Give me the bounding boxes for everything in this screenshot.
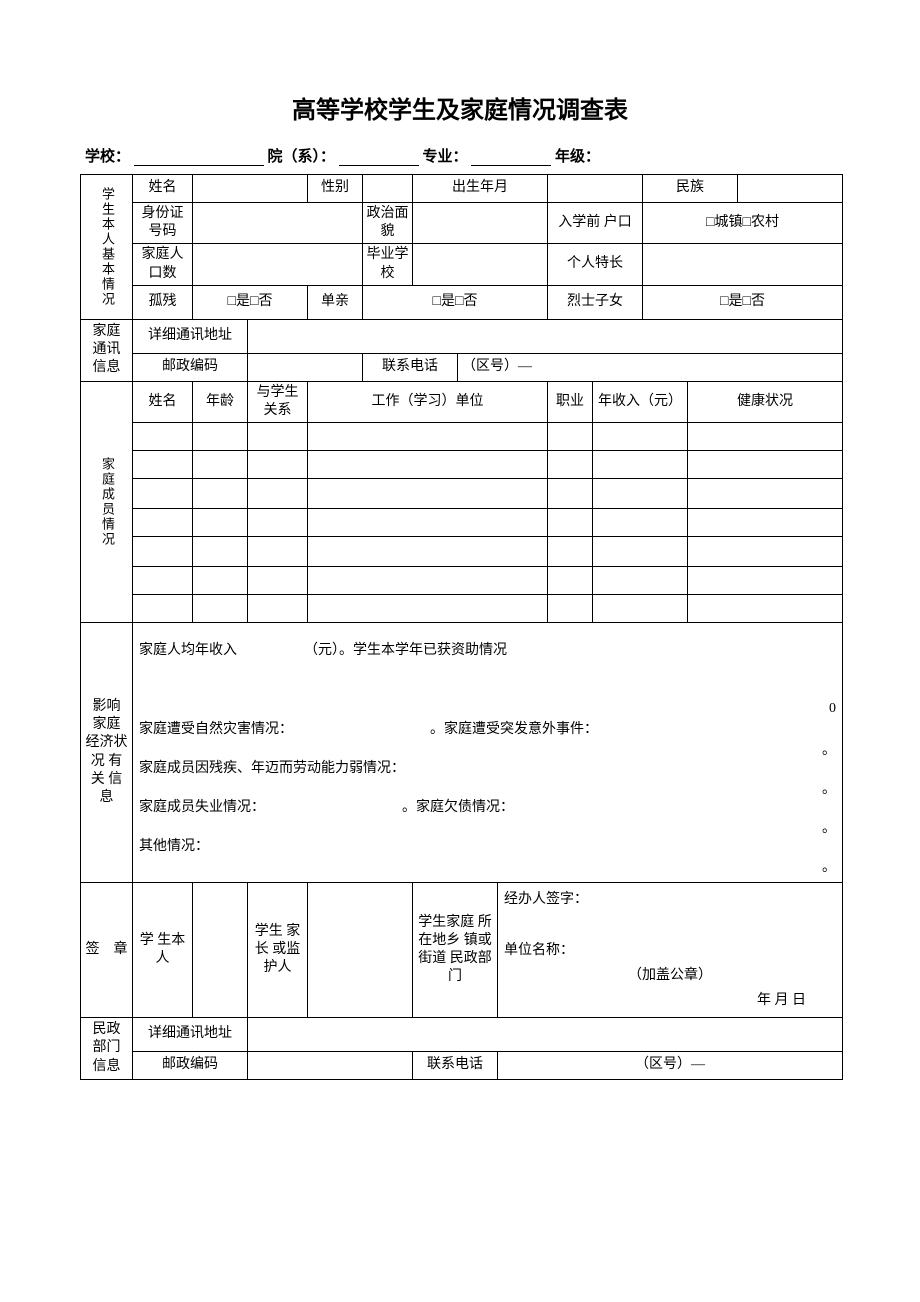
section-sign: 签 章 (81, 883, 133, 1018)
dept-label: 院（系）： (268, 149, 336, 165)
fm-row[interactable] (81, 423, 843, 451)
sig-unit: 单位名称： (504, 943, 574, 958)
econ-l4a: 家庭成员失业情况： (139, 800, 265, 815)
fm-row[interactable] (81, 537, 843, 567)
econ-l2a: 家庭遭受自然灾害情况： (139, 722, 293, 737)
fm-row[interactable] (81, 509, 843, 537)
major-label: 专业： (423, 149, 468, 165)
idno-value[interactable] (193, 203, 363, 244)
civil-addr-value[interactable] (248, 1018, 843, 1052)
fm-row[interactable] (81, 595, 843, 623)
fm-row[interactable] (81, 451, 843, 479)
econ-content[interactable]: 家庭人均年收入 （元）。学生本学年已获资助情况 0 家庭遭受自然灾害情况： 。家… (133, 623, 843, 883)
grade-label: 年级： (555, 149, 600, 165)
sig-dept-content[interactable]: 经办人签字： 单位名称： （加盖公章） 年 月 日 (498, 883, 843, 1018)
hukou-value[interactable]: □城镇□农村 (643, 203, 843, 244)
fm-row[interactable] (81, 479, 843, 509)
period: 。 (822, 770, 836, 809)
name-label: 姓名 (133, 175, 193, 203)
sig-date: 年 月 日 (757, 993, 806, 1008)
sig-student-value[interactable] (193, 883, 248, 1018)
sig-dept-label: 学生家庭 所在地乡 镇或街道 民政部门 (413, 883, 498, 1018)
period: 。 (822, 848, 836, 887)
civil-phone-label: 联系电话 (413, 1052, 498, 1080)
fm-work-hdr: 工作（学习）单位 (308, 381, 548, 422)
idno-label: 身份证号码 (133, 203, 193, 244)
econ-l1b: （元）。学生本学年已获资助情况 (304, 643, 507, 658)
postcode-label: 邮政编码 (133, 353, 248, 381)
fm-health-hdr: 健康状况 (688, 381, 843, 422)
orphan-label: 孤残 (133, 285, 193, 319)
fm-rel-hdr: 与学生 关系 (248, 381, 308, 422)
orphan-value[interactable]: □是□否 (193, 285, 308, 319)
addr-value[interactable] (248, 319, 843, 353)
civil-postcode-label: 邮政编码 (133, 1052, 248, 1080)
gradschool-label: 毕业学校 (363, 244, 413, 285)
specialty-value[interactable] (643, 244, 843, 285)
page-title: 高等学校学生及家庭情况调查表 (80, 90, 840, 125)
martyr-value[interactable]: □是□否 (643, 285, 843, 319)
single-value[interactable]: □是□否 (363, 285, 548, 319)
specialty-label: 个人特长 (548, 244, 643, 285)
dob-label: 出生年月 (413, 175, 548, 203)
section-student: 学生本人基本情况 (81, 175, 133, 320)
civil-postcode-value[interactable] (248, 1052, 413, 1080)
fm-age-hdr: 年龄 (193, 381, 248, 422)
sig-parent-label: 学生 家长 或监护人 (248, 883, 308, 1018)
gender-value[interactable] (363, 175, 413, 203)
addr-label: 详细通讯地址 (133, 319, 248, 353)
name-value[interactable] (193, 175, 308, 203)
section-civil: 民政 部门 信息 (81, 1018, 133, 1080)
ethnic-value[interactable] (738, 175, 843, 203)
econ-l4b: 。家庭欠债情况： (402, 800, 514, 815)
school-label: 学校： (85, 149, 130, 165)
civil-addr-label: 详细通讯地址 (133, 1018, 248, 1052)
econ-l2b: 。家庭遭受突发意外事件： (430, 722, 598, 737)
fm-job-hdr: 职业 (548, 381, 593, 422)
fm-name-hdr: 姓名 (133, 381, 193, 422)
civil-phone-value[interactable]: （区号）— (498, 1052, 843, 1080)
martyr-label: 烈士子女 (548, 285, 643, 319)
sig-seal: （加盖公章） (628, 968, 712, 983)
fm-income-hdr: 年收入（元） (593, 381, 688, 422)
econ-l5: 其他情况： (139, 839, 209, 854)
form-table: 学生本人基本情况 姓名 性别 出生年月 民族 身份证号码 政治面貌 入学前 户口… (80, 174, 843, 1080)
postcode-value[interactable] (248, 353, 363, 381)
sig-handler: 经办人签字： (504, 892, 588, 907)
political-value[interactable] (413, 203, 548, 244)
fm-row[interactable] (81, 567, 843, 595)
section-contact: 家庭 通讯 信息 (81, 319, 133, 381)
header-line: 学校： 院（系）： 专业： 年级： (80, 145, 840, 166)
pop-label: 家庭人口数 (133, 244, 193, 285)
ethnic-label: 民族 (643, 175, 738, 203)
period: 。 (822, 731, 836, 770)
econ-l1a: 家庭人均年收入 (139, 643, 237, 658)
single-label: 单亲 (308, 285, 363, 319)
dob-value[interactable] (548, 175, 643, 203)
gradschool-value[interactable] (413, 244, 548, 285)
sig-parent-value[interactable] (308, 883, 413, 1018)
political-label: 政治面貌 (363, 203, 413, 244)
phone-value[interactable]: （区号）— (458, 353, 843, 381)
section-family: 家庭成员情况 (81, 381, 133, 622)
hukou-label: 入学前 户口 (548, 203, 643, 244)
econ-zero: 0 (829, 689, 836, 728)
phone-label: 联系电话 (363, 353, 458, 381)
pop-value[interactable] (193, 244, 363, 285)
sig-student-label: 学 生本 人 (133, 883, 193, 1018)
gender-label: 性别 (308, 175, 363, 203)
period: 。 (822, 809, 836, 848)
section-econ: 影响 家庭 经济状况 有关 信息 (81, 623, 133, 883)
econ-l3: 家庭成员因残疾、年迈而劳动能力弱情况： (139, 761, 405, 776)
